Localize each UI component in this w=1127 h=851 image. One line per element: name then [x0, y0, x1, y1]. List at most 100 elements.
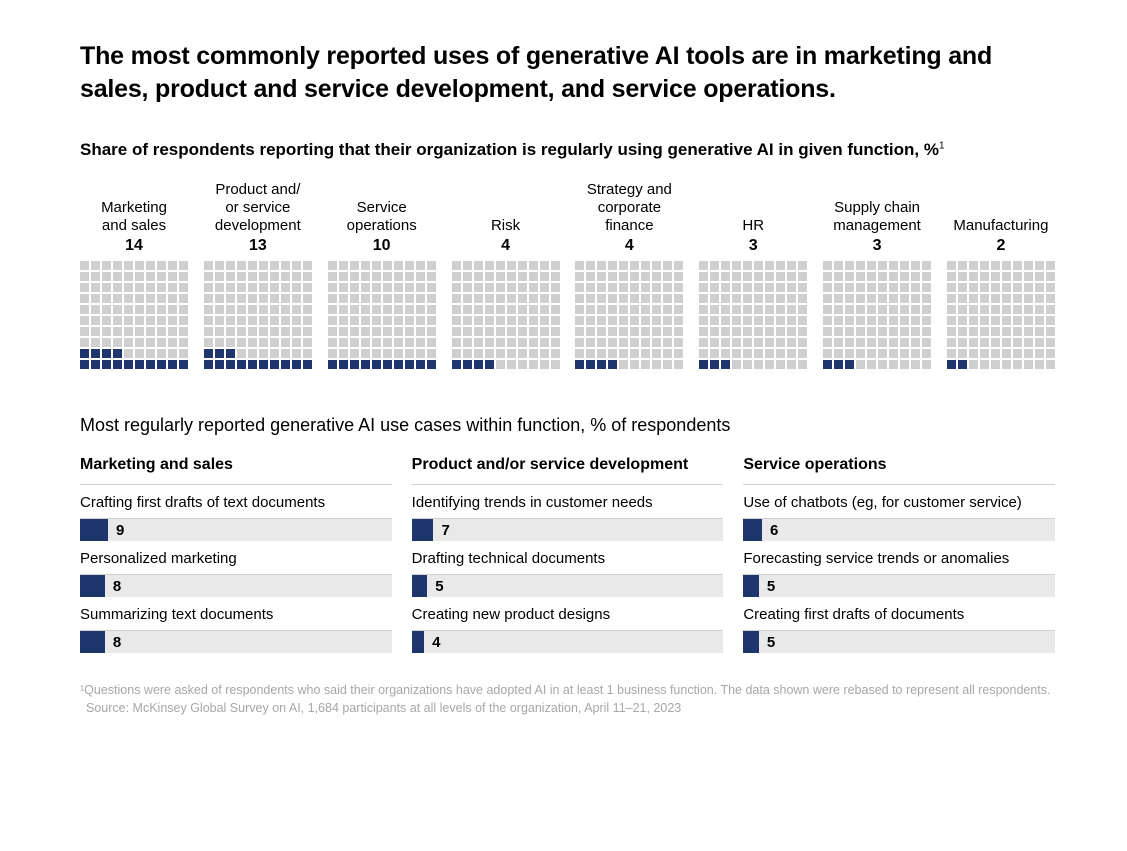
waffle-cell	[889, 283, 898, 292]
waffle-cell	[339, 305, 348, 314]
waffle-cell	[394, 360, 403, 369]
waffle-cell	[135, 360, 144, 369]
waffle-cell	[834, 294, 843, 303]
waffle-cell	[518, 327, 527, 336]
waffle-cell	[630, 261, 639, 270]
waffle-cell	[699, 272, 708, 281]
waffle-cell	[1046, 327, 1055, 336]
waffle-cell	[157, 316, 166, 325]
waffle-cell	[798, 349, 807, 358]
waffle-cell	[958, 316, 967, 325]
waffle-cell	[991, 316, 1000, 325]
waffle-cell	[1013, 283, 1022, 292]
waffle-cell	[102, 327, 111, 336]
waffle-cell	[947, 327, 956, 336]
waffle-cell	[652, 261, 661, 270]
waffle-cell	[947, 294, 956, 303]
waffle-cell	[776, 360, 785, 369]
waffle-cell	[845, 294, 854, 303]
usecase-bar-track: 8	[80, 575, 392, 597]
waffle-cell	[1002, 272, 1011, 281]
waffle-cell	[179, 272, 188, 281]
waffle-cell	[732, 261, 741, 270]
waffle-cell	[303, 305, 312, 314]
waffle-cell	[394, 272, 403, 281]
waffle-cell	[204, 327, 213, 336]
waffle-cell	[328, 305, 337, 314]
waffle-cell	[80, 349, 89, 358]
waffle-cell	[540, 327, 549, 336]
waffle-cell	[597, 338, 606, 347]
waffle-cell	[168, 294, 177, 303]
waffle-cell	[496, 360, 505, 369]
waffle-cell	[754, 283, 763, 292]
waffle-value: 4	[575, 237, 683, 255]
waffle-cell	[80, 294, 89, 303]
waffle-cell	[452, 360, 461, 369]
waffle-cell	[641, 283, 650, 292]
waffle-cell	[743, 272, 752, 281]
waffle-cell	[619, 327, 628, 336]
waffle-cell	[91, 349, 100, 358]
waffle-cell	[485, 338, 494, 347]
waffle-cell	[1046, 338, 1055, 347]
waffle-cell	[641, 316, 650, 325]
waffle-cell	[608, 305, 617, 314]
waffle-cell	[754, 294, 763, 303]
waffle-cell	[608, 349, 617, 358]
usecase-bar-value: 7	[433, 522, 449, 539]
waffle-cell	[641, 305, 650, 314]
waffle-cell	[1002, 327, 1011, 336]
waffle-cell	[405, 327, 414, 336]
waffle-cell	[339, 349, 348, 358]
waffle-cell	[237, 283, 246, 292]
waffle-value: 3	[823, 237, 931, 255]
waffle-cell	[980, 316, 989, 325]
waffle-cell	[496, 305, 505, 314]
waffle-cell	[463, 283, 472, 292]
waffle-cell	[361, 261, 370, 270]
waffle-cell	[518, 305, 527, 314]
waffle-cell	[710, 349, 719, 358]
waffle-cell	[518, 272, 527, 281]
waffle-cell	[834, 261, 843, 270]
waffle-cell	[113, 305, 122, 314]
waffle-cell	[922, 349, 931, 358]
waffle-cell	[485, 305, 494, 314]
waffle-cell	[91, 283, 100, 292]
waffle-cell	[452, 305, 461, 314]
usecase-bar-fill	[743, 519, 762, 541]
waffle-cell	[102, 360, 111, 369]
waffle-cell	[427, 338, 436, 347]
waffle-cell	[958, 261, 967, 270]
waffle-cell	[732, 272, 741, 281]
waffle-cell	[765, 338, 774, 347]
waffle-cell	[663, 294, 672, 303]
waffle-cell	[641, 349, 650, 358]
waffle-cell	[416, 294, 425, 303]
waffle-cell	[619, 283, 628, 292]
waffle-label: Marketingand sales	[80, 175, 188, 235]
waffle-cell	[597, 327, 606, 336]
waffle-cell	[980, 283, 989, 292]
waffle-cell	[361, 360, 370, 369]
waffle-cell	[911, 338, 920, 347]
waffle-cell	[980, 261, 989, 270]
waffle-cell	[867, 283, 876, 292]
waffle-cell	[113, 316, 122, 325]
waffle-cell	[540, 283, 549, 292]
waffle-cell	[619, 338, 628, 347]
waffle-cell	[878, 338, 887, 347]
waffle-cell	[776, 327, 785, 336]
waffle-cell	[474, 294, 483, 303]
waffle-cell	[947, 360, 956, 369]
waffle-cell	[867, 349, 876, 358]
waffle-cell	[292, 316, 301, 325]
waffle-cell	[405, 360, 414, 369]
waffle-cell	[608, 294, 617, 303]
waffle-cell	[798, 283, 807, 292]
waffle-cell	[292, 261, 301, 270]
waffle-cell	[452, 283, 461, 292]
waffle-cell	[281, 294, 290, 303]
waffle-cell	[765, 294, 774, 303]
